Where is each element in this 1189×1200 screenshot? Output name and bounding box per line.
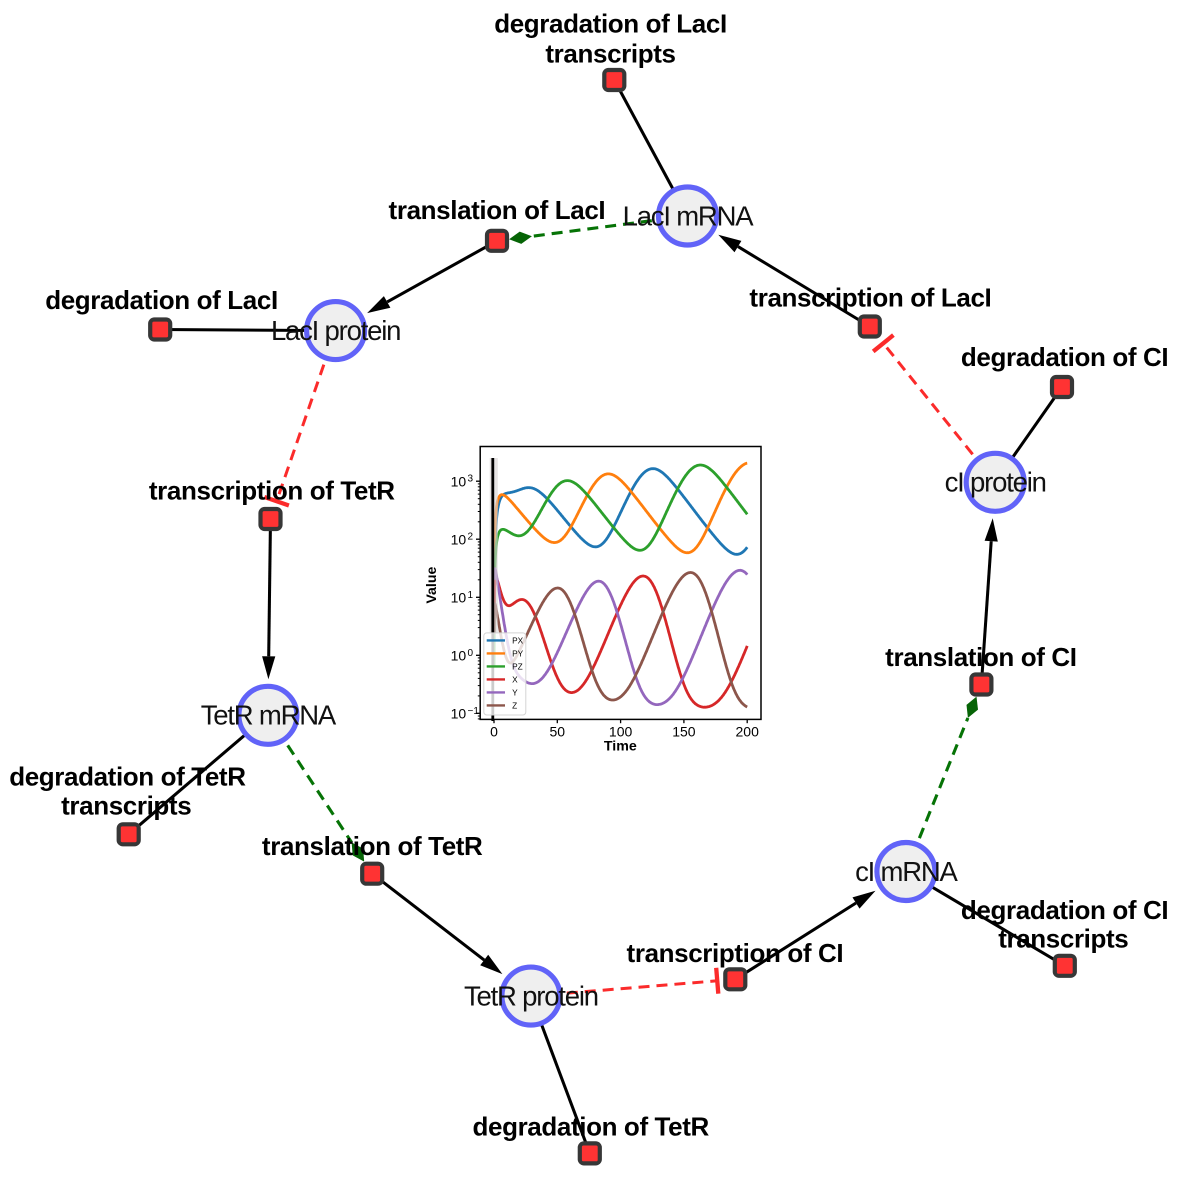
svg-text:degradation of TetR: degradation of TetR	[472, 1112, 709, 1142]
svg-text:50: 50	[550, 724, 566, 740]
svg-text:degradation of CI: degradation of CI	[961, 342, 1168, 372]
svg-text:transcription of CI: transcription of CI	[627, 938, 844, 968]
svg-text:10: 10	[451, 590, 467, 606]
svg-text:cI mRNA: cI mRNA	[855, 856, 958, 887]
svg-text:translation of LacI: translation of LacI	[389, 195, 606, 225]
svg-text:translation of CI: translation of CI	[885, 642, 1076, 672]
svg-text:TetR mRNA: TetR mRNA	[201, 700, 337, 731]
svg-text:3: 3	[468, 474, 474, 485]
svg-text:PZ: PZ	[512, 661, 523, 671]
svg-text:150: 150	[672, 724, 696, 740]
svg-text:100: 100	[609, 724, 633, 740]
svg-text:200: 200	[736, 724, 760, 740]
svg-text:2: 2	[468, 532, 474, 543]
svg-text:TetR protein: TetR protein	[464, 981, 598, 1012]
svg-text:Value: Value	[424, 566, 440, 603]
svg-text:transcription of LacI: transcription of LacI	[749, 282, 991, 312]
svg-text:PX: PX	[512, 635, 524, 645]
svg-text:transcripts: transcripts	[998, 924, 1128, 954]
svg-text:−1: −1	[468, 706, 480, 717]
svg-text:cI protein: cI protein	[945, 467, 1046, 498]
svg-text:Time: Time	[604, 739, 637, 755]
svg-text:10: 10	[451, 706, 467, 722]
svg-text:transcripts: transcripts	[61, 791, 191, 821]
svg-text:translation of TetR: translation of TetR	[262, 831, 483, 861]
svg-text:degradation of LacI: degradation of LacI	[494, 8, 727, 38]
svg-text:10: 10	[451, 531, 467, 547]
svg-text:transcripts: transcripts	[545, 38, 675, 68]
svg-text:Y: Y	[512, 687, 518, 697]
svg-text:LacI mRNA: LacI mRNA	[623, 200, 755, 231]
svg-text:PY: PY	[512, 648, 524, 658]
svg-text:transcription of TetR: transcription of TetR	[149, 476, 395, 506]
svg-text:0: 0	[490, 724, 498, 740]
svg-text:degradation of CI: degradation of CI	[961, 895, 1168, 925]
svg-text:LacI protein: LacI protein	[271, 315, 400, 346]
svg-text:0: 0	[468, 648, 474, 659]
svg-text:10: 10	[451, 473, 467, 489]
svg-text:1: 1	[468, 590, 474, 601]
svg-text:degradation of LacI: degradation of LacI	[45, 285, 278, 315]
svg-text:X: X	[512, 674, 518, 684]
svg-text:degradation of TetR: degradation of TetR	[9, 762, 246, 792]
svg-text:10: 10	[451, 648, 467, 664]
svg-text:Z: Z	[512, 700, 517, 710]
